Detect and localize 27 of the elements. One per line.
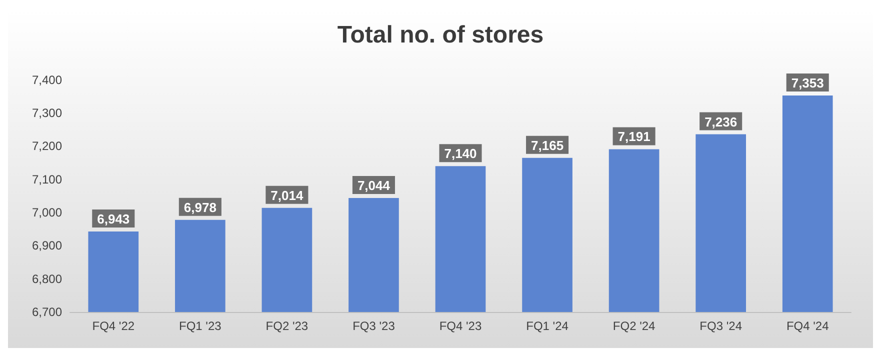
x-tick-label: FQ3 '24 — [700, 319, 742, 333]
data-label: 6,978 — [184, 200, 216, 215]
y-tick-label: 7,400 — [32, 72, 62, 87]
data-label: 7,044 — [357, 178, 391, 193]
x-tick-label: FQ2 '23 — [266, 319, 308, 333]
data-label: 7,236 — [704, 114, 738, 130]
y-tick-label: 6,700 — [32, 305, 62, 319]
data-label: 6,943 — [97, 211, 130, 226]
x-tick-label: FQ1 '24 — [526, 319, 569, 333]
y-tick-label: 7,300 — [32, 106, 62, 120]
data-label: 7,165 — [531, 138, 564, 153]
data-label: 7,014 — [270, 188, 304, 203]
y-tick-label: 7,100 — [32, 172, 62, 186]
data-label: 7,191 — [618, 129, 650, 144]
x-tick-label: FQ4 '23 — [439, 319, 482, 333]
y-tick-label: 7,200 — [32, 139, 62, 154]
data-label: 7,140 — [444, 146, 477, 162]
x-tick-label: FQ2 '24 — [612, 319, 656, 333]
y-tick-label: 7,000 — [32, 206, 62, 220]
data-label: 7,353 — [791, 76, 824, 91]
x-tick-label: FQ4 '24 — [786, 319, 830, 333]
y-tick-label: 6,900 — [32, 238, 62, 253]
x-tick-label: FQ1 '23 — [179, 319, 222, 333]
x-tick-label: FQ3 '23 — [352, 319, 396, 333]
chart-title: Total no. of stores — [337, 22, 544, 48]
y-tick-label: 6,800 — [32, 272, 62, 286]
x-tick-label: FQ4 '22 — [92, 319, 135, 333]
